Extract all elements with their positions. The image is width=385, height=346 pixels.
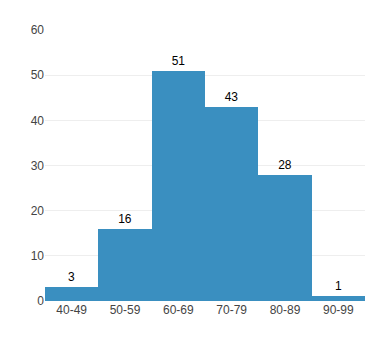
svg-text:80-89: 80-89 [270,303,301,317]
svg-text:1: 1 [335,279,342,293]
svg-text:16: 16 [118,212,132,226]
svg-text:60: 60 [31,23,45,37]
svg-text:60-69: 60-69 [163,303,194,317]
svg-text:28: 28 [278,158,292,172]
svg-text:43: 43 [225,90,239,104]
svg-text:90-99: 90-99 [323,303,354,317]
svg-text:40-49: 40-49 [56,303,87,317]
svg-text:50: 50 [31,68,45,82]
svg-text:30: 30 [31,159,45,173]
svg-text:51: 51 [172,54,186,68]
svg-text:3: 3 [68,270,75,284]
svg-text:10: 10 [31,249,45,263]
svg-text:0: 0 [37,294,44,308]
svg-text:70-79: 70-79 [216,303,247,317]
svg-text:50-59: 50-59 [110,303,141,317]
svg-text:20: 20 [31,204,45,218]
svg-text:40: 40 [31,114,45,128]
